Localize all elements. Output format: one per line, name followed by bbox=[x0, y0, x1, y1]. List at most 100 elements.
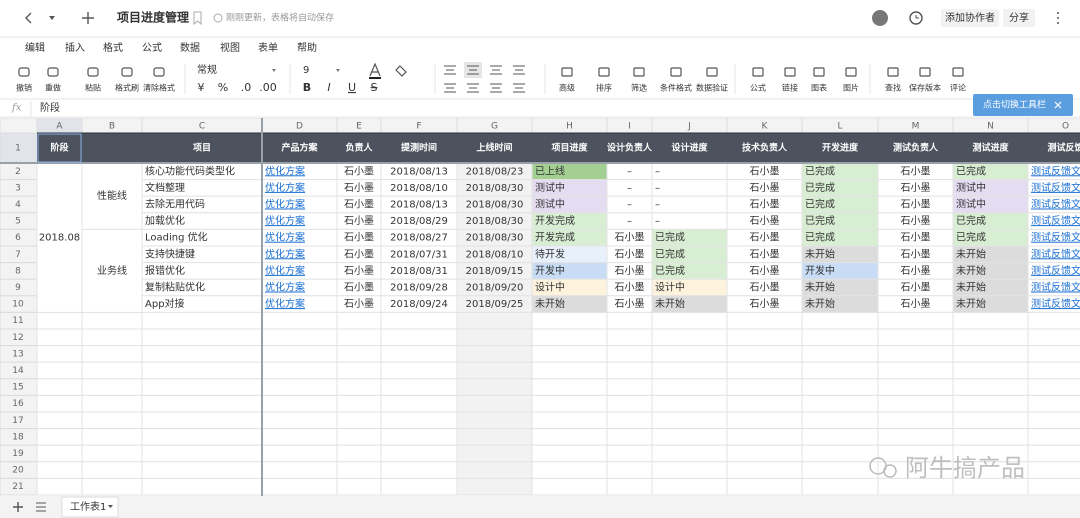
cell[interactable] bbox=[456, 461, 533, 479]
column-letter[interactable]: L bbox=[837, 122, 842, 132]
row-number[interactable]: 20 bbox=[12, 466, 24, 476]
cell[interactable] bbox=[261, 361, 338, 380]
cell[interactable] bbox=[1027, 477, 1080, 496]
cell[interactable] bbox=[877, 361, 954, 380]
tool-label[interactable]: 高级 bbox=[559, 83, 575, 93]
cell-text[interactable]: 2018/08/27 bbox=[390, 233, 448, 244]
cell[interactable] bbox=[336, 328, 382, 347]
cell-text[interactable]: 石小墨 bbox=[901, 199, 931, 211]
cell[interactable] bbox=[1027, 411, 1080, 430]
cell[interactable] bbox=[726, 411, 803, 430]
cell-text[interactable]: 未开始 bbox=[805, 281, 835, 294]
cell[interactable] bbox=[456, 345, 533, 363]
row-number[interactable]: 2 bbox=[15, 167, 21, 177]
cell[interactable] bbox=[261, 444, 338, 463]
tool-label[interactable]: 公式 bbox=[750, 83, 766, 93]
header-cell[interactable]: 负责人 bbox=[345, 142, 373, 154]
cell[interactable] bbox=[606, 477, 653, 496]
row-number[interactable]: 14 bbox=[12, 366, 24, 376]
row-number[interactable]: 15 bbox=[12, 383, 23, 393]
cell[interactable] bbox=[801, 345, 879, 363]
link[interactable]: 测试反馈文档 bbox=[1031, 214, 1080, 227]
cell[interactable] bbox=[456, 361, 533, 380]
cell-text[interactable]: 已完成 bbox=[805, 231, 835, 244]
column-letter[interactable]: C bbox=[199, 122, 205, 132]
cell[interactable] bbox=[726, 428, 803, 446]
header-cell[interactable]: 设计进度 bbox=[671, 142, 708, 154]
cell[interactable] bbox=[36, 345, 83, 363]
cell-text[interactable]: 石小墨 bbox=[901, 215, 931, 227]
cell[interactable] bbox=[380, 461, 458, 479]
cell[interactable] bbox=[81, 361, 143, 380]
header-cell[interactable]: 项目 bbox=[193, 143, 211, 154]
format-button[interactable]: U bbox=[348, 81, 356, 94]
align-icon[interactable] bbox=[513, 65, 525, 75]
cell-text[interactable]: 已完成 bbox=[655, 247, 685, 260]
link[interactable]: 优化方案 bbox=[265, 181, 305, 194]
cell[interactable] bbox=[651, 195, 728, 214]
cell[interactable] bbox=[651, 361, 728, 380]
header-cell[interactable]: 测试负责人 bbox=[893, 142, 939, 154]
link[interactable]: 测试反馈文档 bbox=[1031, 297, 1080, 310]
cell[interactable] bbox=[456, 444, 533, 463]
cell[interactable] bbox=[141, 394, 263, 413]
cell[interactable] bbox=[336, 394, 382, 413]
cell[interactable] bbox=[651, 162, 728, 181]
cell-text[interactable]: 未开始 bbox=[956, 281, 986, 294]
cell[interactable] bbox=[801, 461, 879, 479]
cell[interactable] bbox=[726, 361, 803, 380]
row-number[interactable]: 7 bbox=[15, 250, 21, 260]
header-cell[interactable]: 上线时间 bbox=[476, 142, 512, 154]
cell-text[interactable]: 2018/08/30 bbox=[466, 233, 524, 244]
share-button[interactable] bbox=[1003, 9, 1035, 27]
cell[interactable] bbox=[801, 361, 879, 380]
cell-text[interactable]: 石小墨 bbox=[344, 165, 374, 177]
cell-text[interactable]: 石小墨 bbox=[750, 248, 780, 260]
column-letter[interactable]: H bbox=[566, 122, 573, 132]
cell[interactable] bbox=[141, 444, 263, 463]
cell-text[interactable]: 已完成 bbox=[956, 214, 986, 227]
cell-text[interactable]: 测试中 bbox=[956, 181, 986, 194]
link[interactable]: 优化方案 bbox=[265, 281, 305, 294]
cell-text[interactable]: 石小墨 bbox=[615, 282, 645, 294]
cell-text[interactable]: 复制粘贴优化 bbox=[145, 281, 205, 294]
link[interactable]: 优化方案 bbox=[265, 247, 305, 260]
link[interactable]: 优化方案 bbox=[265, 164, 305, 177]
tool-label[interactable]: 链接 bbox=[782, 83, 798, 93]
cell-text[interactable]: 石小墨 bbox=[615, 248, 645, 260]
stage[interactable]: 2018.08 bbox=[39, 233, 80, 244]
align-icon[interactable] bbox=[490, 83, 502, 93]
cell[interactable] bbox=[606, 328, 653, 347]
cell[interactable] bbox=[261, 461, 338, 479]
column-letter[interactable]: K bbox=[762, 122, 769, 132]
cell[interactable] bbox=[456, 428, 533, 446]
tool-icon[interactable] bbox=[813, 67, 825, 77]
font-size-select[interactable]: 9 bbox=[303, 65, 309, 76]
cell[interactable] bbox=[606, 361, 653, 380]
cell-text[interactable]: – bbox=[655, 166, 660, 177]
cell-text[interactable]: 未开始 bbox=[956, 264, 986, 277]
dropdown-icon[interactable] bbox=[49, 16, 55, 20]
cell-text[interactable]: – bbox=[655, 216, 660, 227]
cell[interactable] bbox=[456, 311, 533, 330]
cell[interactable] bbox=[81, 461, 143, 479]
cell[interactable] bbox=[141, 328, 263, 347]
align-icon[interactable] bbox=[467, 83, 479, 93]
cell-text[interactable]: 石小墨 bbox=[750, 165, 780, 177]
cell[interactable] bbox=[877, 311, 954, 330]
menu-item[interactable]: 数据 bbox=[180, 41, 200, 54]
tool-icon[interactable] bbox=[633, 67, 645, 77]
avatar[interactable] bbox=[872, 10, 888, 26]
cell[interactable] bbox=[606, 378, 653, 396]
cell[interactable] bbox=[952, 411, 1029, 430]
cell[interactable] bbox=[651, 394, 728, 413]
cell-text[interactable]: 石小墨 bbox=[901, 248, 931, 260]
cell[interactable] bbox=[606, 311, 653, 330]
cell[interactable] bbox=[1027, 361, 1080, 380]
cell[interactable] bbox=[651, 461, 728, 479]
cell[interactable] bbox=[726, 345, 803, 363]
cell[interactable] bbox=[456, 328, 533, 347]
cell[interactable] bbox=[36, 477, 83, 496]
cell-text[interactable]: 石小墨 bbox=[750, 199, 780, 211]
fill-icon[interactable] bbox=[395, 65, 407, 77]
